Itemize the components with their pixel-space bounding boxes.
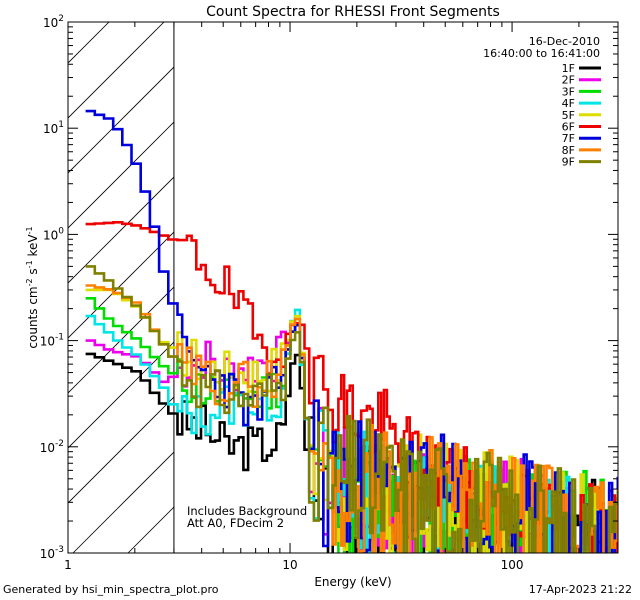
note-label: Includes Background	[187, 504, 307, 518]
legend-label-1F: 1F	[562, 62, 575, 75]
series-line-6F	[85, 221, 618, 553]
note-label: Att A0, FDecim 2	[187, 516, 284, 530]
legend-label-7F: 7F	[562, 132, 575, 145]
series-line-9F	[85, 265, 618, 553]
x-tick-label: 10	[282, 558, 297, 572]
y-axis-label: counts cm-2 s-1 keV-1	[25, 226, 40, 348]
x-tick-label: 100	[501, 558, 524, 572]
y-tick-label: 101	[43, 120, 64, 136]
series-line-4F	[85, 308, 618, 553]
x-tick-label: 1	[64, 558, 72, 572]
chart-title: Count Spectra for RHESSI Front Segments	[206, 4, 500, 20]
series-line-8F	[85, 284, 618, 553]
y-tick-label: 10-2	[40, 439, 64, 455]
hatch-line	[68, 396, 174, 504]
legend-label-5F: 5F	[562, 109, 575, 122]
y-tick-label: 10-1	[40, 333, 64, 349]
date-label: 16-Dec-2010	[529, 35, 600, 48]
plot-frame	[67, 21, 619, 554]
hatch-line	[68, 121, 174, 229]
legend-label-6F: 6F	[562, 121, 575, 134]
y-tick-label: 102	[43, 14, 64, 30]
time-range-label: 16:40:00 to 16:41:00	[483, 47, 600, 60]
hatch-line	[72, 451, 174, 553]
timestamp-label: 17-Apr-2023 21:22	[528, 583, 632, 596]
generated-by-label: Generated by hsi_min_spectra_plot.pro	[3, 583, 219, 596]
hatch-line	[68, 176, 174, 284]
x-axis-label: Energy (keV)	[314, 575, 391, 589]
legend-label-9F: 9F	[562, 156, 575, 169]
hatch-line	[68, 22, 165, 119]
excluded-region-hatch	[68, 22, 174, 553]
y-tick-label: 10-3	[40, 545, 64, 561]
series-group	[85, 109, 618, 553]
y-tick-label: 100	[43, 226, 64, 242]
legend-label-3F: 3F	[562, 85, 575, 98]
hatch-line	[68, 231, 174, 339]
legend-label-4F: 4F	[562, 97, 575, 110]
legend-label-2F: 2F	[562, 74, 575, 87]
legend-label-8F: 8F	[562, 144, 575, 157]
hatch-line	[68, 22, 110, 64]
